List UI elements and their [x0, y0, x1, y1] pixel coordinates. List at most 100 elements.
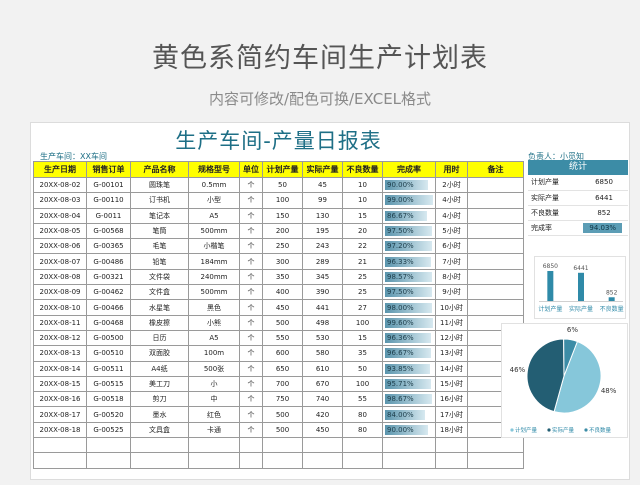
cell-actual[interactable]: 498: [302, 314, 343, 331]
cell-product[interactable]: 文件盒: [130, 284, 189, 301]
cell-product[interactable]: 圆珠笔: [130, 176, 189, 194]
cell-date[interactable]: 20XX-08-05: [33, 222, 87, 240]
cell-rate[interactable]: 97.50%: [382, 222, 436, 240]
cell-rate[interactable]: 99.00%: [382, 192, 436, 209]
cell-order[interactable]: G-00101: [86, 176, 131, 194]
header-date[interactable]: 生产日期: [33, 161, 87, 178]
cell-unit[interactable]: 个: [239, 299, 263, 316]
cell-unit[interactable]: 个: [239, 314, 263, 331]
cell-date[interactable]: 20XX-08-02: [33, 176, 87, 194]
cell-plan[interactable]: 650: [262, 360, 303, 377]
cell-product[interactable]: 美工刀: [130, 375, 189, 393]
cell-product[interactable]: 笔筒: [130, 222, 189, 240]
cell-bad[interactable]: 25: [342, 268, 383, 286]
cell-actual[interactable]: 420: [302, 406, 343, 423]
cell-date[interactable]: 20XX-08-15: [33, 375, 87, 393]
cell-actual[interactable]: 580: [302, 345, 343, 362]
stats-label[interactable]: 不良数量: [528, 205, 580, 221]
cell-plan[interactable]: 600: [262, 345, 303, 362]
cell-actual[interactable]: 130: [302, 207, 343, 224]
cell-time[interactable]: 16小时: [435, 391, 468, 408]
cell-spec[interactable]: 小楷笔: [188, 238, 240, 255]
cell-order[interactable]: G-00568: [86, 222, 131, 240]
empty-cell[interactable]: [188, 452, 240, 469]
cell-time[interactable]: 7小时: [435, 253, 468, 270]
cell-time[interactable]: 14小时: [435, 360, 468, 377]
empty-cell[interactable]: [262, 452, 303, 469]
cell-spec[interactable]: 100m: [188, 345, 240, 362]
cell-spec[interactable]: 红色: [188, 406, 240, 423]
cell-spec[interactable]: 黑色: [188, 299, 240, 316]
cell-rate[interactable]: 90.00%: [382, 421, 436, 439]
cell-order[interactable]: G-00468: [86, 314, 131, 331]
cell-unit[interactable]: 个: [239, 238, 263, 255]
cell-spec[interactable]: 240mm: [188, 268, 240, 286]
cell-product[interactable]: 笔记本: [130, 207, 189, 224]
cell-plan[interactable]: 700: [262, 375, 303, 393]
cell-bad[interactable]: 25: [342, 284, 383, 301]
cell-plan[interactable]: 400: [262, 284, 303, 301]
cell-time[interactable]: 10小时: [435, 299, 468, 316]
cell-rate[interactable]: 98.00%: [382, 299, 436, 316]
header-spec[interactable]: 规格型号: [188, 161, 240, 178]
stats-value[interactable]: 852: [580, 205, 628, 221]
cell-time[interactable]: 13小时: [435, 345, 468, 362]
cell-time[interactable]: 4小时: [435, 207, 468, 224]
cell-time[interactable]: 5小时: [435, 222, 468, 240]
cell-order[interactable]: G-00510: [86, 345, 131, 362]
cell-rate[interactable]: 84.00%: [382, 406, 436, 423]
cell-date[interactable]: 20XX-08-17: [33, 406, 87, 423]
cell-product[interactable]: 订书机: [130, 192, 189, 209]
cell-plan[interactable]: 450: [262, 299, 303, 316]
cell-bad[interactable]: 100: [342, 375, 383, 393]
cell-plan[interactable]: 500: [262, 406, 303, 423]
cell-spec[interactable]: 小型: [188, 192, 240, 209]
cell-actual[interactable]: 450: [302, 421, 343, 439]
cell-unit[interactable]: 个: [239, 284, 263, 301]
cell-spec[interactable]: 500mm: [188, 284, 240, 301]
cell-time[interactable]: 18小时: [435, 421, 468, 439]
cell-plan[interactable]: 50: [262, 176, 303, 194]
cell-bad[interactable]: 21: [342, 253, 383, 270]
cell-date[interactable]: 20XX-08-10: [33, 299, 87, 316]
cell-rate[interactable]: 96.33%: [382, 253, 436, 270]
empty-cell[interactable]: [188, 437, 240, 454]
cell-note[interactable]: [467, 253, 524, 270]
cell-time[interactable]: 4小时: [435, 192, 468, 209]
cell-time[interactable]: 12小时: [435, 329, 468, 347]
empty-cell[interactable]: [239, 452, 263, 469]
cell-spec[interactable]: A5: [188, 329, 240, 347]
cell-product[interactable]: 文具盒: [130, 421, 189, 439]
cell-rate[interactable]: 97.50%: [382, 284, 436, 301]
cell-time[interactable]: 15小时: [435, 375, 468, 393]
cell-unit[interactable]: 个: [239, 360, 263, 377]
cell-order[interactable]: G-00520: [86, 406, 131, 423]
cell-unit[interactable]: 个: [239, 345, 263, 362]
cell-plan[interactable]: 750: [262, 391, 303, 408]
cell-bad[interactable]: 50: [342, 360, 383, 377]
cell-spec[interactable]: A5: [188, 207, 240, 224]
cell-plan[interactable]: 200: [262, 222, 303, 240]
cell-bad[interactable]: 35: [342, 345, 383, 362]
header-plan[interactable]: 计划产量: [262, 161, 303, 178]
empty-cell[interactable]: [130, 437, 189, 454]
empty-cell[interactable]: [262, 437, 303, 454]
cell-unit[interactable]: 个: [239, 207, 263, 224]
cell-actual[interactable]: 289: [302, 253, 343, 270]
cell-bad[interactable]: 15: [342, 207, 383, 224]
cell-product[interactable]: 水星笔: [130, 299, 189, 316]
cell-bad[interactable]: 15: [342, 329, 383, 347]
cell-plan[interactable]: 500: [262, 314, 303, 331]
cell-spec[interactable]: 184mm: [188, 253, 240, 270]
empty-cell[interactable]: [467, 437, 524, 454]
cell-bad[interactable]: 80: [342, 421, 383, 439]
empty-cell[interactable]: [33, 437, 87, 454]
empty-cell[interactable]: [239, 437, 263, 454]
cell-date[interactable]: 20XX-08-09: [33, 284, 87, 301]
cell-order[interactable]: G-0011: [86, 207, 131, 224]
cell-date[interactable]: 20XX-08-07: [33, 253, 87, 270]
cell-plan[interactable]: 500: [262, 421, 303, 439]
empty-cell[interactable]: [467, 452, 524, 469]
cell-actual[interactable]: 99: [302, 192, 343, 209]
cell-rate[interactable]: 86.67%: [382, 207, 436, 224]
